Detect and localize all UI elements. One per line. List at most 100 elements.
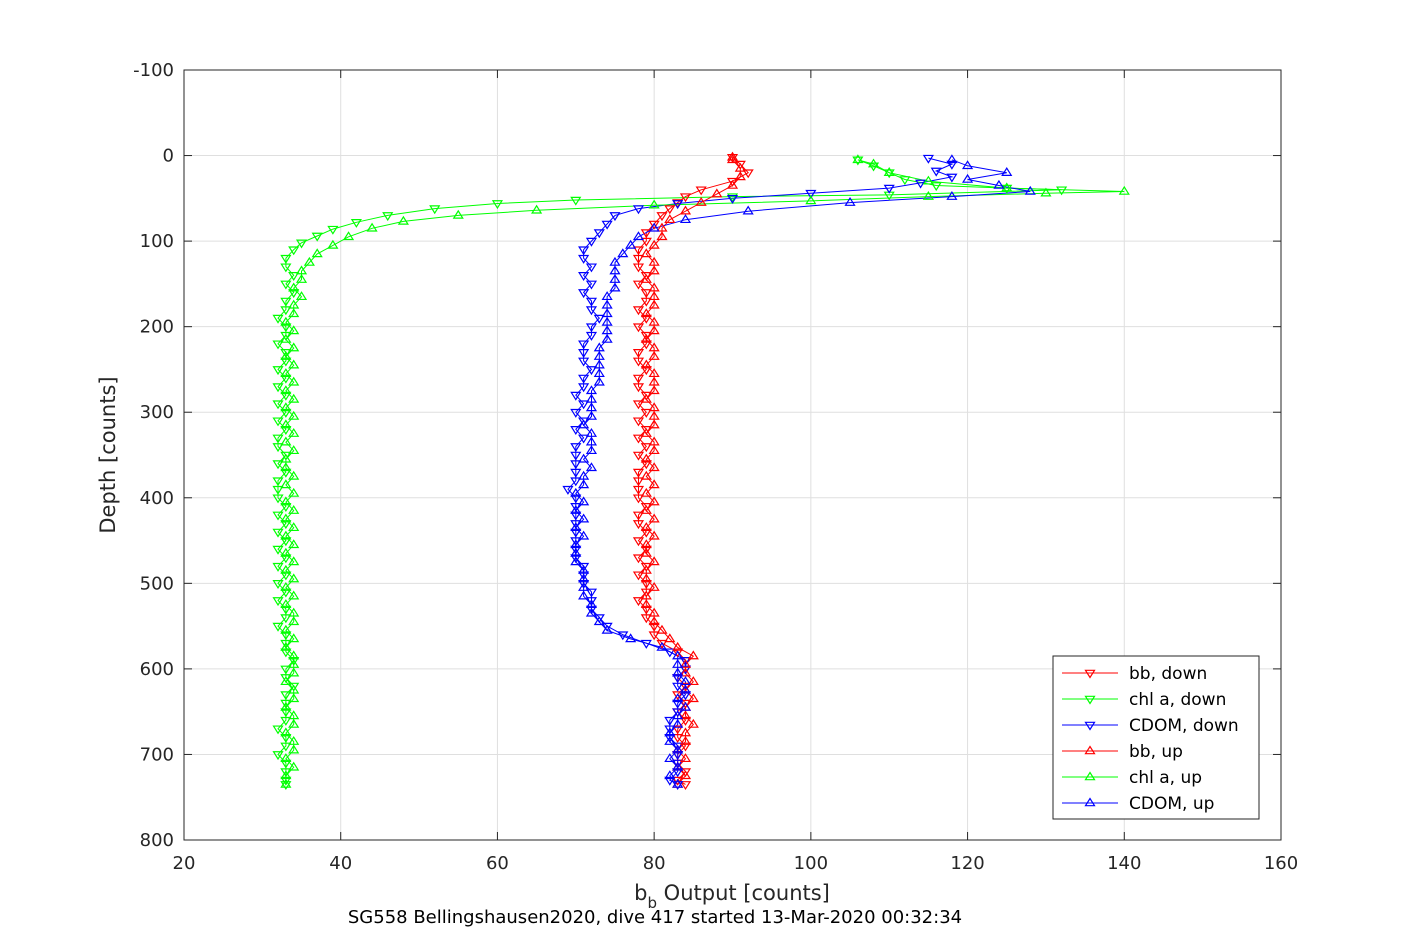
data-point-chl-a-up-45 [288,393,300,403]
data-point-chl-a-down-41 [280,451,292,461]
data-point-cdom-down-20 [585,297,598,307]
data-point-chl-a-down-46 [272,494,284,504]
data-point-chl-a-down-55 [280,571,292,581]
legend-marker-bb-down [1084,669,1096,679]
data-point-chl-a-down-44 [272,477,284,487]
data-point-cdom-up-7 [672,718,684,728]
data-point-chl-a-up-1 [280,770,292,780]
data-point-chl-a-up-30 [288,522,300,532]
data-point-chl-a-up-74 [1001,182,1013,192]
data-point-cdom-down-45 [570,511,582,521]
data-point-cdom-up-67 [742,205,754,215]
data-point-chl-a-down-20 [288,272,300,281]
data-point-bb-down-69 [672,734,684,743]
data-point-bb-up-50 [648,350,660,360]
data-point-chl-a-up-37 [280,462,292,472]
data-point-chl-a-down-35 [272,400,284,410]
data-point-bb-up-62 [640,248,652,258]
data-point-cdom-up-34 [570,487,582,497]
series-markers [272,151,1130,791]
data-point-chl-a-up-12 [280,676,292,686]
y-tick-label-500: 500 [140,573,174,594]
data-point-cdom-down-39 [570,460,582,470]
data-point-chl-a-down-69 [280,691,292,701]
data-point-cdom-down-43 [570,494,582,504]
data-point-cdom-up-71 [993,179,1005,189]
data-point-chl-a-up-16 [280,641,292,651]
data-point-chl-a-down-71 [280,708,292,718]
data-point-chl-a-up-0 [280,778,292,788]
data-point-cdom-up-56 [601,299,613,309]
data-point-chl-a-up-5 [288,735,300,745]
data-point-chl-a-down-11 [429,205,441,215]
data-point-bb-up-51 [648,342,660,352]
data-point-bb-down-55 [640,614,652,624]
data-point-cdom-up-69 [946,190,958,200]
data-point-bb-up-15 [687,650,699,660]
data-point-cdom-down-23 [585,323,598,333]
data-point-chl-a-down-66 [280,665,292,675]
data-point-cdom-down-7 [726,195,739,204]
data-point-bb-up-46 [648,385,660,395]
data-point-chl-a-down-75 [280,742,292,752]
data-point-cdom-down-67 [672,699,684,709]
data-point-cdom-down-0 [922,154,934,164]
data-point-cdom-up-44 [585,402,598,412]
data-point-bb-up-14 [679,658,692,668]
data-point-cdom-up-24 [578,573,590,583]
data-point-bb-down-67 [679,716,692,726]
data-point-bb-up-25 [640,564,652,574]
data-point-chl-a-up-3 [280,753,292,763]
data-point-bb-down-50 [632,571,645,581]
data-point-cdom-down-1 [946,160,958,170]
data-point-chl-a-down-45 [272,485,284,495]
data-point-cdom-down-14 [578,246,590,256]
data-point-cdom-down-77 [672,781,684,791]
data-point-cdom-up-58 [609,282,621,292]
data-point-chl-a-up-38 [280,453,292,463]
data-point-chl-a-up-25 [280,564,292,574]
y-tick-label-0: 0 [163,146,174,167]
data-point-chl-a-up-10 [288,693,300,703]
data-point-chl-a-down-13 [350,218,362,228]
data-point-cdom-down-66 [679,691,692,701]
data-point-bb-down-68 [672,725,684,735]
data-point-cdom-down-51 [578,562,590,572]
data-point-cdom-down-63 [679,665,692,675]
data-point-bb-down-18 [640,297,652,307]
data-point-bb-up-10 [687,693,699,703]
data-point-bb-down-32 [632,417,645,427]
data-point-chl-a-down-50 [272,528,284,538]
data-point-chl-a-down-17 [288,246,300,256]
data-point-cdom-up-11 [679,684,692,694]
data-point-chl-a-up-43 [288,410,300,420]
data-point-bb-up-30 [640,522,652,532]
data-point-chl-a-up-70 [805,195,817,205]
data-point-bb-down-10 [640,229,652,239]
data-point-cdom-down-47 [570,528,582,538]
data-point-chl-a-up-22 [288,590,300,600]
data-point-chl-a-down-28 [272,340,284,350]
data-point-chl-a-up-55 [288,308,300,318]
y-tick-label-400: 400 [140,488,174,509]
data-point-bb-up-59 [640,273,652,283]
data-point-bb-up-41 [640,427,652,437]
data-point-bb-down-22 [640,331,652,341]
data-point-chl-a-down-70 [280,699,292,709]
data-point-bb-up-42 [648,419,660,429]
data-point-chl-a-down-3 [899,176,911,186]
data-point-cdom-down-62 [679,657,692,666]
data-point-bb-up-57 [648,291,660,301]
data-point-bb-down-29 [640,391,652,401]
data-point-bb-up-6 [679,727,692,737]
data-point-bb-down-73 [679,768,692,778]
data-point-chl-a-down-59 [280,605,292,615]
data-point-chl-a-up-26 [288,556,300,566]
data-point-cdom-down-48 [570,537,582,547]
data-point-bb-down-23 [640,340,652,350]
data-point-bb-down-14 [632,263,645,273]
data-point-cdom-down-31 [570,391,582,401]
data-point-chl-a-down-32 [280,374,292,384]
data-point-chl-a-up-48 [280,368,292,378]
